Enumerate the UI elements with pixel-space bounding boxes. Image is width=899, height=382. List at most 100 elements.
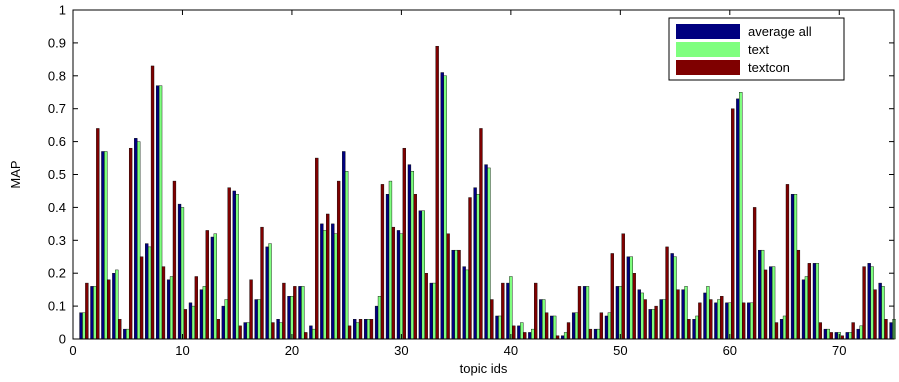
- bar-textcon-topic-49: [610, 253, 614, 340]
- bar-textcon-topic-50: [621, 233, 625, 340]
- bar-average-all-topic-54: [659, 299, 663, 340]
- bar-average-all-topic-46: [571, 312, 576, 340]
- bar-text-topic-24: [334, 233, 338, 340]
- bar-text-topic-26: [355, 322, 360, 340]
- bar-textcon-topic-57: [698, 302, 702, 340]
- bar-textcon-topic-56: [687, 319, 691, 340]
- bar-text-topic-67: [804, 276, 809, 340]
- bar-average-all-topic-62: [747, 302, 751, 340]
- bar-textcon-topic-46: [577, 286, 582, 340]
- axes-group: 0 10 20 30 40 50 60 70 0 0.1 0.2 0.3 0.4 0.5 0.6 0.7 0.8…: [48, 3, 894, 358]
- bar-average-all-topic-59: [714, 302, 718, 340]
- bar-average-all-topic-10: [177, 203, 182, 340]
- bar-average-all-topic-33: [429, 282, 433, 340]
- bar-average-all-topic-17: [254, 299, 258, 340]
- bar-textcon-topic-72: [862, 266, 866, 340]
- bar-textcon-topic-40: [512, 325, 516, 340]
- bar-textcon-topic-51: [632, 273, 636, 340]
- bar-textcon-topic-66: [796, 249, 801, 340]
- bar-average-all-topic-63: [758, 249, 762, 340]
- bar-average-all-topic-16: [243, 322, 247, 340]
- bar-textcon-topic-63: [763, 269, 768, 340]
- bar-textcon-topic-58: [709, 299, 713, 340]
- bar-textcon-topic-1: [85, 282, 89, 340]
- bar-text-topic-32: [421, 210, 425, 340]
- bar-text-topic-68: [815, 263, 820, 340]
- bar-average-all-topic-7: [145, 243, 149, 340]
- bar-text-topic-27: [366, 319, 371, 340]
- bar-textcon-topic-16: [249, 279, 253, 340]
- bar-average-all-topic-18: [265, 246, 269, 340]
- bar-average-all-topic-74: [878, 282, 882, 340]
- bar-average-all-topic-65: [779, 319, 784, 340]
- bar-average-all-topic-12: [199, 289, 204, 340]
- bar-text-topic-18: [268, 243, 272, 340]
- bar-text-topic-64: [771, 266, 776, 340]
- bar-textcon-topic-39: [501, 282, 505, 340]
- bar-text-topic-53: [651, 309, 655, 340]
- bar-text-topic-12: [202, 286, 207, 340]
- bar-text-topic-62: [750, 302, 754, 340]
- bar-textcon-topic-2: [96, 128, 100, 340]
- bar-average-all-topic-55: [670, 253, 674, 340]
- bar-text-topic-50: [618, 286, 622, 340]
- legend-label: text: [748, 42, 769, 57]
- bar-textcon-topic-55: [676, 289, 680, 340]
- bar-textcon-topic-23: [326, 213, 330, 340]
- legend: average all text textcon: [668, 17, 845, 81]
- bar-average-all-topic-19: [276, 319, 280, 340]
- bar-average-all-topic-51: [626, 256, 631, 340]
- bar-text-topic-49: [607, 312, 612, 340]
- bar-textcon-topic-28: [380, 184, 385, 340]
- bar-text-topic-60: [728, 302, 732, 340]
- bar-text-topic-35: [454, 249, 458, 340]
- bar-textcon-topic-18: [271, 322, 275, 340]
- bar-textcon-topic-24: [336, 180, 341, 340]
- bar-textcon-topic-71: [851, 322, 855, 340]
- bar-text-topic-33: [432, 282, 436, 340]
- bar-average-all-topic-37: [473, 187, 477, 340]
- y-tick-label: 0.9: [48, 35, 66, 50]
- bar-textcon-topic-21: [304, 332, 308, 340]
- x-tick-label: 0: [69, 343, 76, 358]
- bar-textcon-topic-10: [183, 309, 188, 340]
- bar-textcon-topic-53: [654, 305, 658, 340]
- bar-average-all-topic-5: [123, 328, 127, 340]
- y-tick-label: 0.8: [48, 68, 66, 83]
- bar-text-topic-21: [301, 286, 305, 340]
- bar-textcon-topic-41: [523, 332, 527, 340]
- bar-average-all-topic-67: [801, 279, 806, 340]
- y-tick-label: 0.6: [48, 134, 66, 149]
- y-tick-label: 0.7: [48, 101, 66, 116]
- bar-average-all-topic-3: [101, 151, 105, 340]
- bar-text-topic-29: [388, 180, 393, 340]
- bar-textcon-topic-13: [216, 319, 220, 340]
- bars-group: [79, 45, 896, 340]
- bar-text-topic-72: [859, 325, 863, 340]
- bar-text-topic-10: [180, 207, 185, 340]
- y-axis-label: MAP: [8, 160, 23, 188]
- bar-textcon-topic-54: [665, 246, 669, 340]
- bar-text-topic-6: [137, 141, 141, 340]
- bar-textcon-topic-45: [566, 322, 571, 340]
- legend-label: average all: [748, 24, 812, 39]
- bar-textcon-topic-34: [446, 233, 450, 340]
- bar-text-topic-74: [881, 286, 885, 340]
- bar-average-all-topic-71: [845, 332, 849, 340]
- bar-text-topic-43: [542, 299, 546, 340]
- bar-average-all-topic-69: [823, 328, 828, 340]
- bar-textcon-topic-11: [194, 276, 198, 340]
- bar-average-all-topic-47: [582, 286, 587, 340]
- x-axis-label: topic ids: [460, 361, 508, 376]
- bar-average-all-topic-75: [889, 322, 893, 340]
- bar-text-topic-14: [224, 299, 228, 340]
- bar-textcon-topic-60: [731, 108, 735, 340]
- bar-text-topic-7: [147, 246, 152, 340]
- bar-text-topic-38: [487, 167, 491, 340]
- bar-average-all-topic-31: [407, 164, 412, 340]
- bar-text-topic-61: [739, 92, 743, 340]
- bar-textcon-topic-67: [807, 263, 812, 340]
- bar-average-all-topic-11: [188, 302, 193, 340]
- bar-average-all-topic-57: [692, 319, 696, 340]
